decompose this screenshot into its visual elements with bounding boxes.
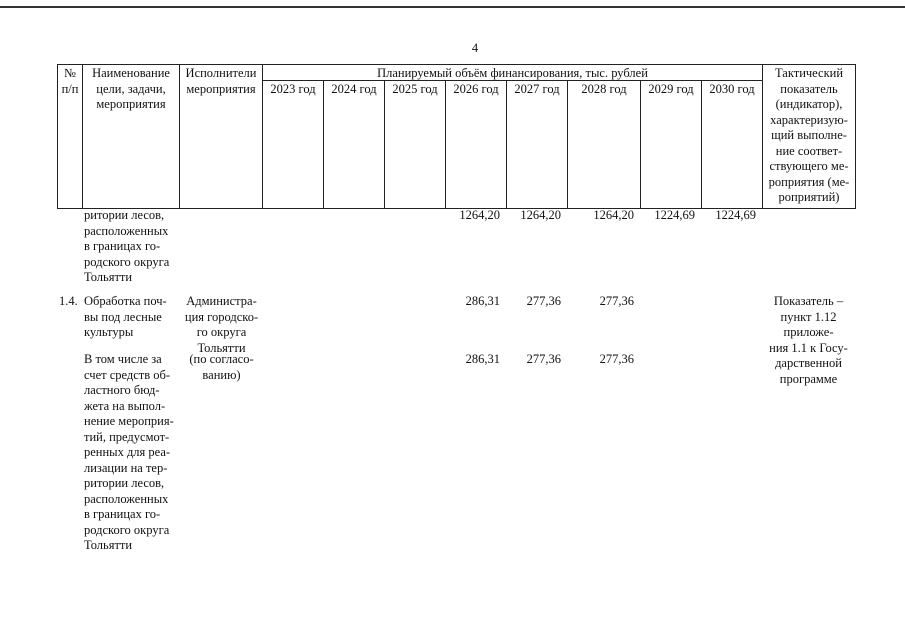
- row-value: 1224,69: [654, 208, 695, 222]
- header-year: 2023 год: [262, 80, 324, 209]
- row-value: 1264,20: [593, 208, 634, 222]
- row-value: 277,36: [599, 352, 634, 366]
- header-name: Наименование цели, задачи, мероприятия: [82, 64, 180, 209]
- header-no: № п/п: [57, 64, 83, 209]
- row-value: 1264,20: [520, 208, 561, 222]
- header-executors: Исполнители мероприятия: [179, 64, 263, 209]
- row-name: В том числе за счет средств об- ластного…: [84, 352, 174, 552]
- row-executors: (по согласо- ванию): [189, 352, 254, 382]
- row-value: 277,36: [599, 294, 634, 308]
- row-indicator: Показатель – пункт 1.12 приложе- ния 1.1…: [769, 294, 848, 386]
- row-name: Обработка поч- вы под лесные культуры: [84, 294, 167, 339]
- header-year: 2024 год: [323, 80, 385, 209]
- row-executors: Администра- ция городско- го округа Толь…: [184, 294, 259, 355]
- row-value: 1224,69: [715, 208, 756, 222]
- row-value: 286,31: [465, 352, 500, 366]
- header-year: 2026 год: [445, 80, 507, 209]
- page-number: 4: [471, 41, 479, 55]
- header-year: 2027 год: [506, 80, 568, 209]
- header-indicator: Тактический показатель (индикатор), хара…: [762, 64, 856, 209]
- row-number: 1.4.: [59, 294, 78, 308]
- row-value: 277,36: [526, 294, 561, 308]
- row-value: 277,36: [526, 352, 561, 366]
- header-year: 2030 год: [701, 80, 763, 209]
- row-value: 286,31: [465, 294, 500, 308]
- scan-edge: [0, 6, 905, 8]
- row-value: 1264,20: [459, 208, 500, 222]
- header-year: 2028 год: [567, 80, 641, 209]
- row-name: ритории лесов, расположенных в границах …: [84, 208, 170, 284]
- header-year: 2025 год: [384, 80, 446, 209]
- header-year: 2029 год: [640, 80, 702, 209]
- header-funding: Планируемый объём финансирования, тыс. р…: [262, 64, 763, 81]
